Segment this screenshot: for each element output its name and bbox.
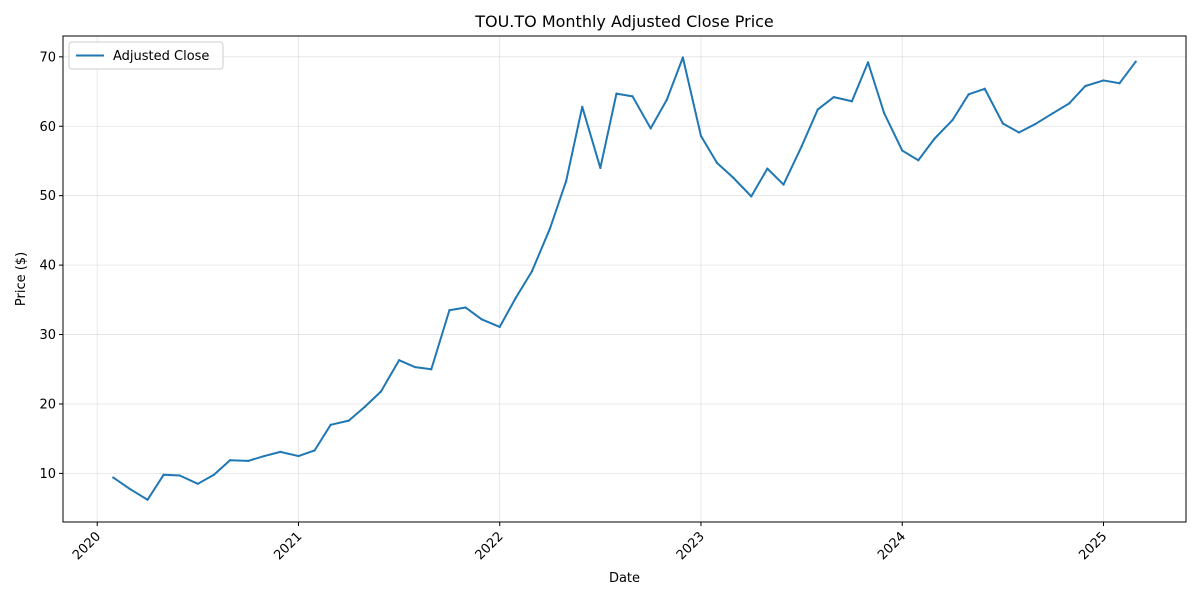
data-point (750, 195, 753, 198)
data-point (347, 419, 350, 422)
plot-frame (62, 35, 1187, 523)
data-point (850, 100, 854, 103)
data-point (832, 96, 835, 99)
data-point (247, 459, 250, 462)
data-point (379, 390, 383, 393)
y-tick-label: 50 (39, 189, 56, 204)
series-layer (112, 56, 1137, 501)
data-point (178, 474, 181, 477)
data-point (631, 95, 634, 98)
data-point (1033, 123, 1037, 126)
data-point (363, 405, 366, 408)
data-point (933, 137, 936, 140)
legend: Adjusted Close (68, 41, 224, 70)
y-tick-label: 30 (39, 328, 56, 343)
data-point (498, 325, 501, 329)
data-point (665, 98, 668, 101)
chart-title: TOU.TO Monthly Adjusted Close Price (474, 12, 774, 31)
data-point (581, 105, 584, 108)
data-point (212, 473, 216, 476)
data-point (480, 318, 483, 321)
data-point (816, 108, 819, 111)
data-point (448, 309, 451, 312)
data-point (1052, 111, 1055, 115)
data-point (766, 167, 769, 170)
grid-lines (63, 36, 1186, 522)
data-point (800, 145, 803, 148)
data-point (565, 180, 568, 183)
data-point (1001, 122, 1004, 125)
legend-label: Adjusted Close (113, 49, 209, 64)
data-point (297, 454, 300, 458)
x-axis-label: Date (609, 571, 640, 586)
data-point (599, 166, 602, 170)
data-point (1068, 102, 1071, 105)
data-point (329, 423, 332, 426)
data-point (228, 459, 232, 462)
data-point (128, 487, 131, 490)
y-tick-label: 40 (39, 259, 56, 274)
data-point (967, 93, 970, 96)
data-point (279, 450, 282, 453)
data-point (162, 473, 165, 476)
data-point (112, 476, 115, 479)
data-point (901, 149, 904, 152)
data-point (313, 449, 316, 452)
data-point (983, 87, 986, 90)
data-point (951, 118, 954, 122)
data-point (1017, 131, 1021, 134)
data-point (917, 159, 920, 162)
data-point (1134, 60, 1137, 63)
data-point (397, 359, 401, 362)
y-axis-label: Price ($) (14, 252, 29, 306)
data-point (681, 56, 684, 59)
data-point (699, 134, 703, 138)
data-point (1102, 79, 1105, 82)
y-tick-label: 70 (39, 50, 56, 65)
data-point (715, 161, 719, 165)
data-point (196, 482, 199, 485)
data-point (464, 306, 467, 309)
data-point (263, 454, 266, 458)
y-tick-label: 60 (39, 120, 56, 135)
data-point (146, 498, 149, 501)
y-tick-label: 10 (39, 467, 56, 482)
data-point (649, 127, 652, 130)
y-tick-label: 20 (39, 397, 56, 412)
data-point (430, 368, 433, 371)
data-point (883, 111, 886, 115)
data-point (615, 92, 618, 95)
legend-box (68, 41, 224, 70)
data-point (1118, 82, 1121, 85)
data-point (514, 296, 517, 299)
data-point (732, 176, 735, 179)
data-point (866, 61, 870, 64)
data-point (1084, 84, 1087, 88)
data-point (548, 227, 552, 230)
data-point (414, 366, 417, 369)
data-point (782, 183, 785, 186)
data-point (530, 270, 534, 273)
series-line-adjusted-close (112, 56, 1137, 501)
